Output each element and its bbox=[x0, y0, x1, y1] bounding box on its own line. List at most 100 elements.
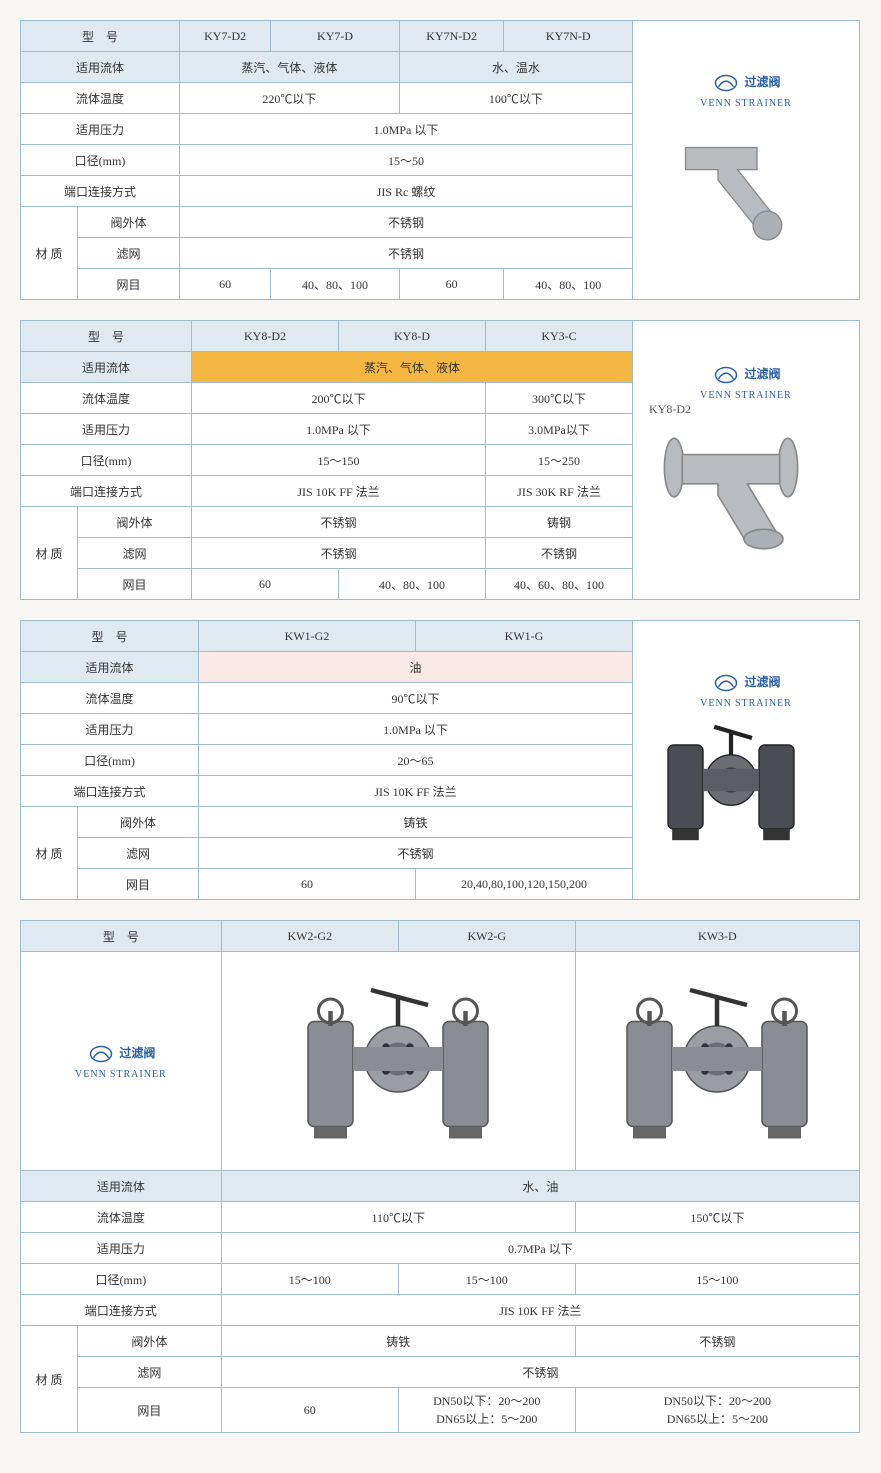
pressure: 1.0MPa 以下 bbox=[192, 414, 486, 445]
bore: 15～100 bbox=[575, 1264, 859, 1295]
pressure: 0.7MPa 以下 bbox=[221, 1233, 859, 1264]
table-kw1: 型 号 KW1-G2 KW1-G 过滤阀 VENN STRAINER bbox=[20, 620, 860, 900]
mesh: 40、80、100 bbox=[339, 569, 486, 600]
model: KW2-G2 bbox=[221, 921, 398, 952]
model: KY7N-D2 bbox=[399, 21, 504, 52]
brand-title: 过滤阀 bbox=[744, 367, 780, 381]
temp: 220℃以下 bbox=[180, 83, 400, 114]
temp: 300℃以下 bbox=[486, 383, 633, 414]
brand-block: 过滤阀 VENN STRAINER bbox=[641, 71, 851, 110]
conn: JIS 10K FF 法兰 bbox=[221, 1295, 859, 1326]
label-fluid: 适用流体 bbox=[21, 652, 199, 683]
label-screen: 滤网 bbox=[78, 1357, 222, 1388]
temp: 150℃以下 bbox=[575, 1202, 859, 1233]
product-image-cell bbox=[575, 952, 859, 1171]
flanged-strainer-icon bbox=[641, 417, 821, 557]
bore: 15～150 bbox=[192, 445, 486, 476]
label-fluid: 适用流体 bbox=[21, 352, 192, 383]
label-model: 型 号 bbox=[21, 21, 180, 52]
model: KW3-D bbox=[575, 921, 859, 952]
label-body: 阀外体 bbox=[78, 807, 199, 838]
label-pressure: 适用压力 bbox=[21, 114, 180, 145]
fluid: 蒸汽、气体、液体 bbox=[180, 52, 400, 83]
brand-title: 过滤阀 bbox=[744, 674, 780, 688]
mesh: DN50以下：20～200 DN65以上：5～200 bbox=[575, 1388, 859, 1433]
bore: 15～100 bbox=[398, 1264, 575, 1295]
label-screen: 滤网 bbox=[78, 538, 192, 569]
body: 铸钢 bbox=[486, 507, 633, 538]
model: KW1-G bbox=[416, 621, 633, 652]
brand-name: VENN bbox=[75, 1069, 107, 1080]
label-conn: 端口连接方式 bbox=[21, 476, 192, 507]
conn: JIS 10K FF 法兰 bbox=[192, 476, 486, 507]
screen: 不锈钢 bbox=[221, 1357, 859, 1388]
model: KY7N-D bbox=[504, 21, 633, 52]
label-screen: 滤网 bbox=[78, 238, 180, 269]
product-image-cell: 过滤阀 VENN STRAINER KY8-D2 bbox=[633, 321, 860, 600]
model: KY8-D bbox=[339, 321, 486, 352]
conn: JIS Rc 螺纹 bbox=[180, 176, 633, 207]
mesh: 40、80、100 bbox=[504, 269, 633, 300]
venn-logo-icon bbox=[711, 671, 741, 695]
mesh: DN50以下：20～200 DN65以上：5～200 bbox=[398, 1388, 575, 1433]
label-pressure: 适用压力 bbox=[21, 1233, 222, 1264]
bore: 15～50 bbox=[180, 145, 633, 176]
brand-name: VENN bbox=[700, 98, 732, 109]
label-conn: 端口连接方式 bbox=[21, 176, 180, 207]
brand-sub: STRAINER bbox=[735, 698, 792, 709]
label-material: 材 质 bbox=[21, 807, 78, 900]
brand-name: VENN bbox=[700, 698, 732, 709]
brand-title: 过滤阀 bbox=[119, 1045, 155, 1059]
label-conn: 端口连接方式 bbox=[21, 776, 199, 807]
fluid: 水、油 bbox=[221, 1171, 859, 1202]
label-temp: 流体温度 bbox=[21, 383, 192, 414]
temp: 110℃以下 bbox=[221, 1202, 575, 1233]
model: KY8-D2 bbox=[192, 321, 339, 352]
duplex-strainer-icon bbox=[597, 969, 837, 1149]
screen: 不锈钢 bbox=[199, 838, 633, 869]
mesh: 40、60、80、100 bbox=[486, 569, 633, 600]
conn: JIS 10K FF 法兰 bbox=[199, 776, 633, 807]
model: KY7-D2 bbox=[180, 21, 271, 52]
conn: JIS 30K RF 法兰 bbox=[486, 476, 633, 507]
y-strainer-icon bbox=[641, 110, 821, 250]
pressure: 1.0MPa 以下 bbox=[180, 114, 633, 145]
label-mesh: 网目 bbox=[78, 269, 180, 300]
product-image-cell: 过滤阀 VENN STRAINER bbox=[633, 21, 860, 300]
label-bore: 口径(mm) bbox=[21, 745, 199, 776]
brand-sub: STRAINER bbox=[735, 98, 792, 109]
screen: 不锈钢 bbox=[486, 538, 633, 569]
body: 铸铁 bbox=[221, 1326, 575, 1357]
venn-logo-icon bbox=[86, 1042, 116, 1066]
body: 不锈钢 bbox=[575, 1326, 859, 1357]
model: KY7-D bbox=[271, 21, 399, 52]
label-mesh: 网目 bbox=[78, 569, 192, 600]
venn-logo-icon bbox=[711, 71, 741, 95]
label-temp: 流体温度 bbox=[21, 1202, 222, 1233]
label-body: 阀外体 bbox=[78, 207, 180, 238]
label-material: 材 质 bbox=[21, 507, 78, 600]
model: KW2-G bbox=[398, 921, 575, 952]
fluid: 水、温水 bbox=[399, 52, 632, 83]
label-temp: 流体温度 bbox=[21, 683, 199, 714]
label-model: 型 号 bbox=[21, 921, 222, 952]
label-model: 型 号 bbox=[21, 321, 192, 352]
pressure: 1.0MPa 以下 bbox=[199, 714, 633, 745]
brand-name: VENN bbox=[700, 390, 732, 401]
brand-sub: STRAINER bbox=[110, 1069, 167, 1080]
label-body: 阀外体 bbox=[78, 507, 192, 538]
mesh: 20,40,80,100,120,150,200 bbox=[416, 869, 633, 900]
mesh: 60 bbox=[199, 869, 416, 900]
label-screen: 滤网 bbox=[78, 838, 199, 869]
mesh: 60 bbox=[180, 269, 271, 300]
product-image-cell bbox=[221, 952, 575, 1171]
label-pressure: 适用压力 bbox=[21, 714, 199, 745]
temp: 100℃以下 bbox=[399, 83, 632, 114]
mesh: 60 bbox=[399, 269, 504, 300]
brand-cell: 过滤阀 VENN STRAINER bbox=[21, 952, 222, 1171]
label-bore: 口径(mm) bbox=[21, 445, 192, 476]
label-material: 材 质 bbox=[21, 1326, 78, 1433]
table-ky7: 型 号 KY7-D2 KY7-D KY7N-D2 KY7N-D 过滤阀 VENN… bbox=[20, 20, 860, 300]
bore: 20～65 bbox=[199, 745, 633, 776]
label-body: 阀外体 bbox=[78, 1326, 222, 1357]
